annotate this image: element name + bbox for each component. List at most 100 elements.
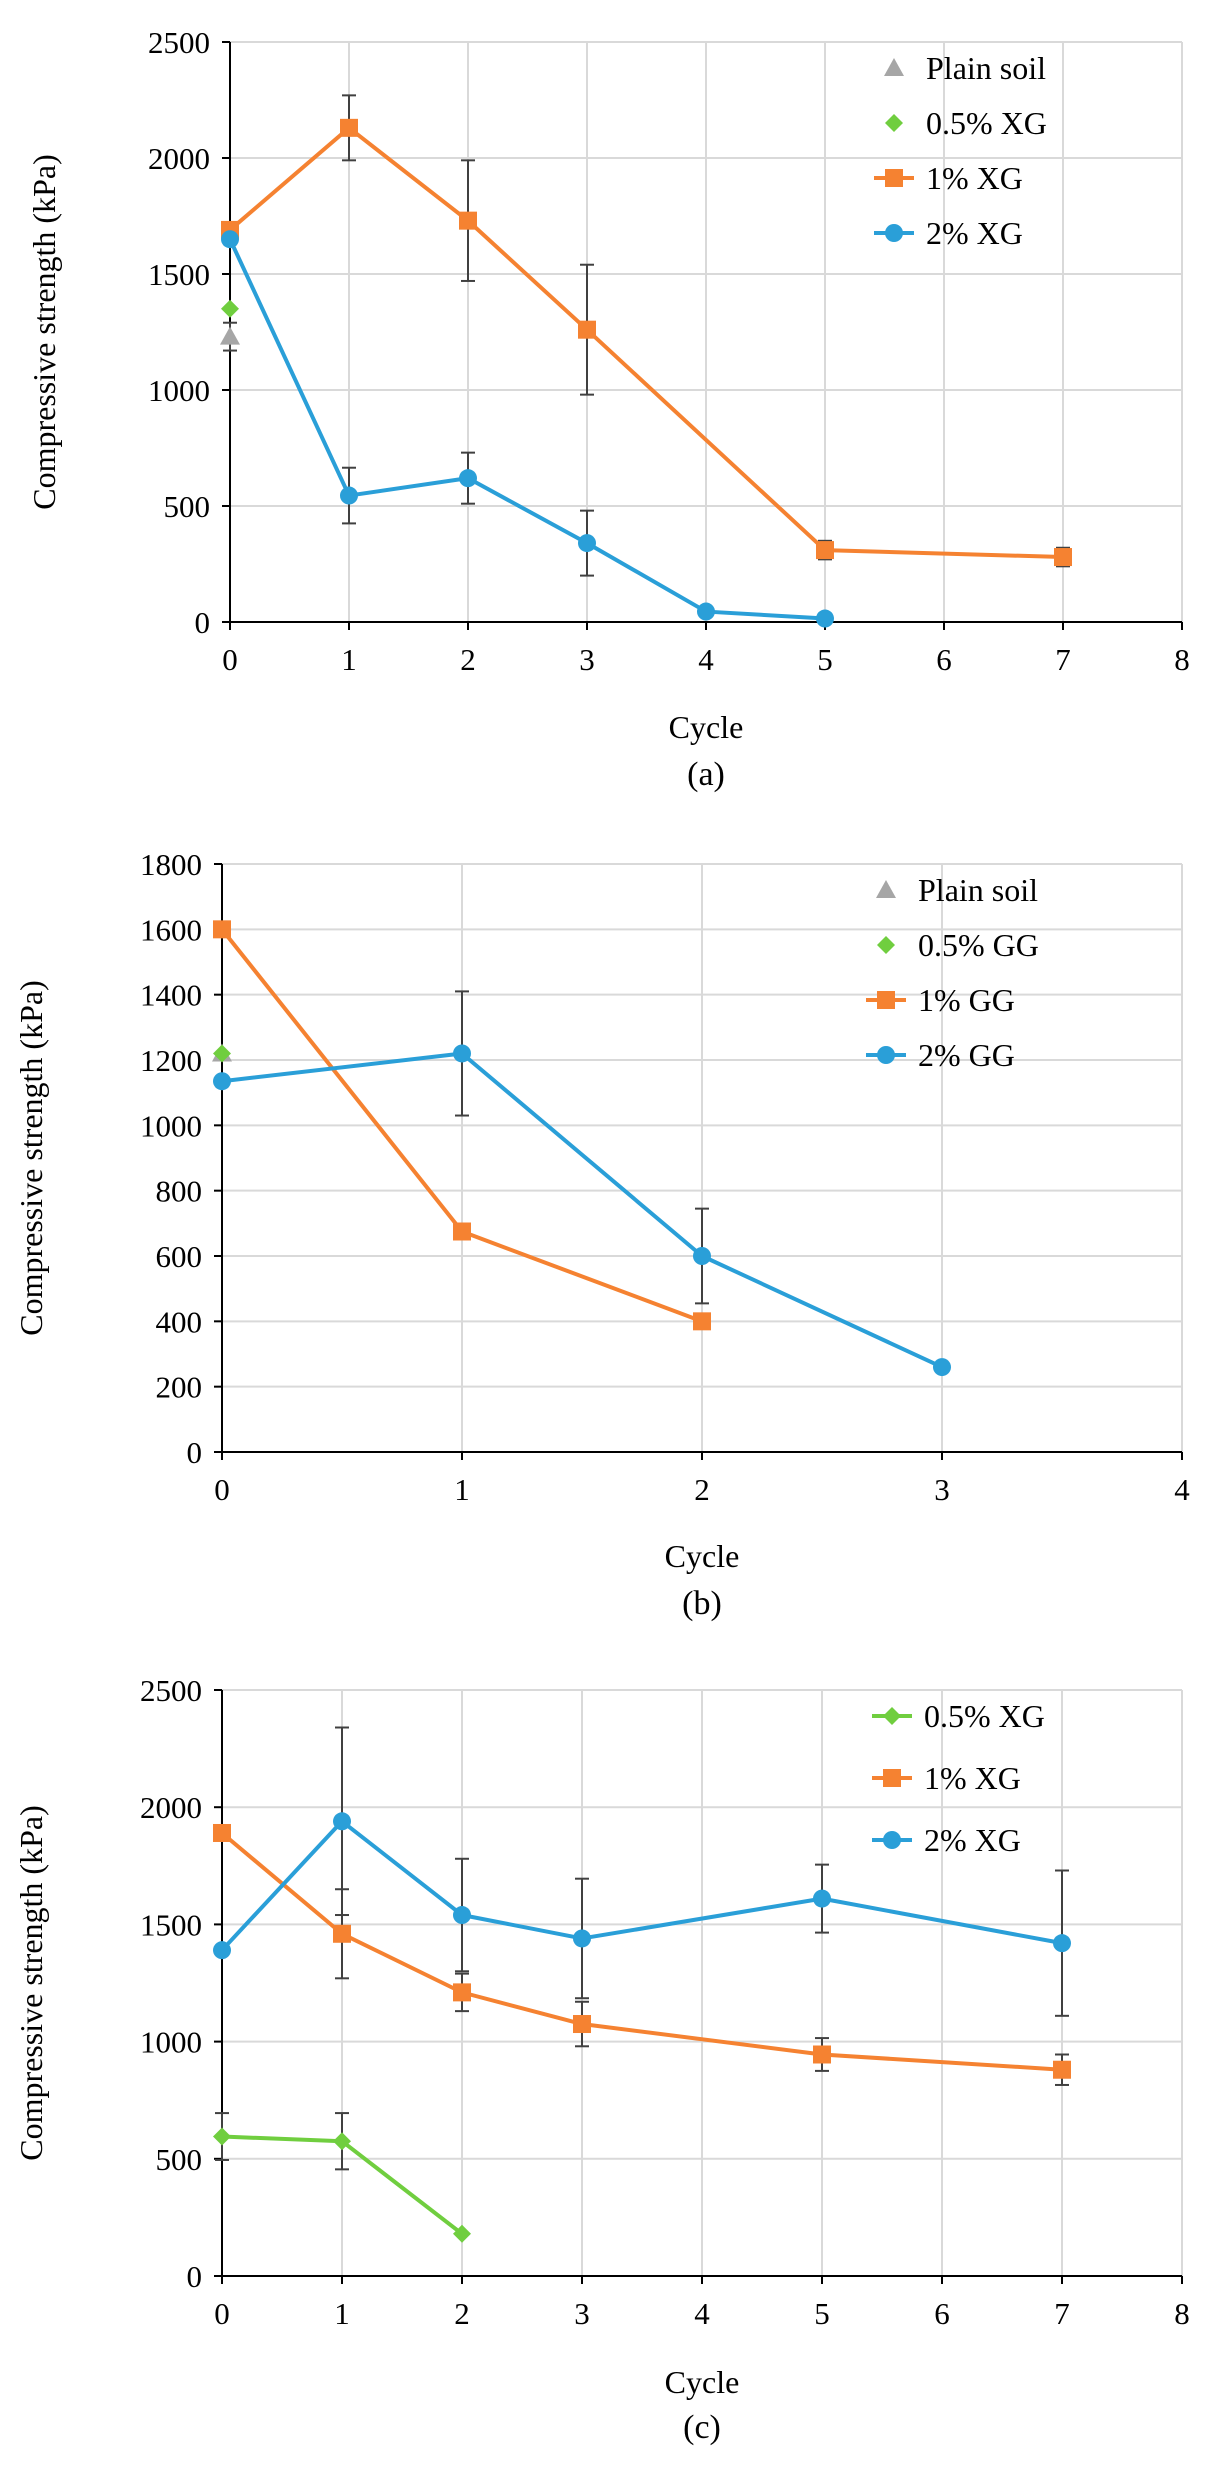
y-tick-label: 2500 <box>148 25 210 60</box>
chart-a: 0 500 1000 1500 2000 2500 0 1 2 3 4 5 6 7 8 Compressive… <box>26 25 1190 793</box>
y-tick-label: 1200 <box>140 1043 202 1078</box>
data-point <box>459 469 477 488</box>
data-point <box>453 1222 471 1241</box>
legend-marker <box>885 114 903 132</box>
y-tick-label: 400 <box>156 1304 203 1339</box>
legend-item: 2% GG <box>866 1037 1015 1073</box>
series-1-gg <box>213 920 711 1331</box>
data-point <box>1053 1934 1071 1953</box>
data-point <box>453 2224 471 2243</box>
y-tick-label: 0 <box>187 2259 203 2294</box>
data-point <box>213 1072 231 1091</box>
data-point <box>221 299 239 318</box>
x-tick-label: 0 <box>214 1472 230 1507</box>
figure-caption: (c) <box>683 2409 721 2446</box>
legend-marker <box>885 169 903 187</box>
y-tick-label: 0 <box>195 605 211 640</box>
data-point <box>693 1247 711 1265</box>
legend-item: 1% XG <box>874 160 1023 196</box>
series-2-xg <box>221 230 834 628</box>
data-point <box>453 1044 471 1063</box>
legend-item: 0.5% XG <box>872 1698 1045 1734</box>
legend-label: 0.5% XG <box>926 105 1047 141</box>
x-axis-title: Cycle <box>665 1538 740 1574</box>
legend-label: Plain soil <box>926 50 1046 86</box>
data-point <box>573 1929 591 1948</box>
chart-c: 0 500 1000 1500 2000 2500 0 1 2 3 4 5 6 7 8 Compressive… <box>13 1673 1190 2446</box>
series-0-5-xg <box>213 2112 471 2243</box>
legend-marker <box>877 1046 895 1064</box>
legend-item: Plain soil <box>884 50 1046 86</box>
legend-item: 0.5% GG <box>877 927 1039 963</box>
y-tick-label: 1400 <box>140 978 202 1013</box>
legend-label: 1% XG <box>924 1760 1021 1796</box>
legend-item: 2% XG <box>872 1822 1021 1858</box>
data-point <box>213 1823 231 1842</box>
x-axis-title: Cycle <box>665 2364 740 2400</box>
data-point <box>453 1983 471 2002</box>
series-line <box>221 1051 943 1369</box>
data-point <box>693 1312 711 1331</box>
data-point <box>813 2045 831 2064</box>
y-tick-label: 1000 <box>140 2025 202 2060</box>
legend-marker <box>877 936 895 954</box>
data-point <box>213 2127 231 2146</box>
legend-item: 0.5% XG <box>885 105 1047 141</box>
x-tick-label: 1 <box>334 2296 350 2331</box>
legend-marker <box>883 1831 901 1849</box>
data-point <box>213 920 231 939</box>
x-tick-label: 2 <box>460 642 476 677</box>
x-tick-label: 7 <box>1055 642 1071 677</box>
x-tick-label: 0 <box>214 2296 230 2331</box>
x-tick-label: 3 <box>934 1472 950 1507</box>
y-axis-title: Compressive strength (kPa) <box>26 154 62 510</box>
data-point <box>453 1906 471 1925</box>
data-point <box>816 609 834 628</box>
data-point <box>340 118 358 137</box>
x-tick-label: 6 <box>936 642 952 677</box>
y-axis-title: Compressive strength (kPa) <box>13 1805 49 2161</box>
y-tick-label: 500 <box>164 489 211 524</box>
data-point <box>213 1941 231 1960</box>
x-tick-label: 8 <box>1174 642 1190 677</box>
x-tick-label: 5 <box>817 642 833 677</box>
legend-item: 1% GG <box>866 982 1015 1018</box>
series-2-gg <box>213 990 951 1377</box>
legend-item: 2% XG <box>874 215 1023 251</box>
x-tick-label: 6 <box>934 2296 950 2331</box>
series-line <box>220 1831 1063 2072</box>
x-tick-label: 4 <box>698 642 714 677</box>
series-0-5-gg <box>213 1044 231 1063</box>
legend-label: 1% XG <box>926 160 1023 196</box>
legend-label: 0.5% GG <box>918 927 1039 963</box>
legend-label: 2% XG <box>926 215 1023 251</box>
y-tick-label: 1000 <box>148 373 210 408</box>
legend-label: 2% GG <box>918 1037 1015 1073</box>
x-tick-label: 2 <box>454 2296 470 2331</box>
x-tick-label: 3 <box>574 2296 590 2331</box>
y-tick-label: 800 <box>156 1174 203 1209</box>
y-axis-title: Compressive strength (kPa) <box>13 980 49 1336</box>
x-tick-label: 8 <box>1174 2296 1190 2331</box>
legend-marker <box>885 224 903 242</box>
data-point <box>333 1812 351 1831</box>
data-point <box>1054 548 1072 567</box>
figure-caption: (b) <box>682 1585 722 1622</box>
series-line <box>228 125 1064 560</box>
x-tick-label: 7 <box>1054 2296 1070 2331</box>
data-point <box>816 541 834 560</box>
legend-label: 2% XG <box>924 1822 1021 1858</box>
data-point <box>333 2132 351 2151</box>
y-tick-label: 2500 <box>140 1673 202 1708</box>
data-point <box>220 326 240 345</box>
y-tick-label: 1000 <box>140 1108 202 1143</box>
legend-marker <box>876 880 896 898</box>
figure-caption: (a) <box>687 756 725 793</box>
x-tick-label: 1 <box>454 1472 470 1507</box>
y-tick-label: 200 <box>156 1370 203 1405</box>
x-tick-label: 4 <box>1174 1472 1190 1507</box>
legend-label: Plain soil <box>918 872 1038 908</box>
y-tick-label: 1600 <box>140 912 202 947</box>
series-0-5-xg <box>221 299 239 318</box>
